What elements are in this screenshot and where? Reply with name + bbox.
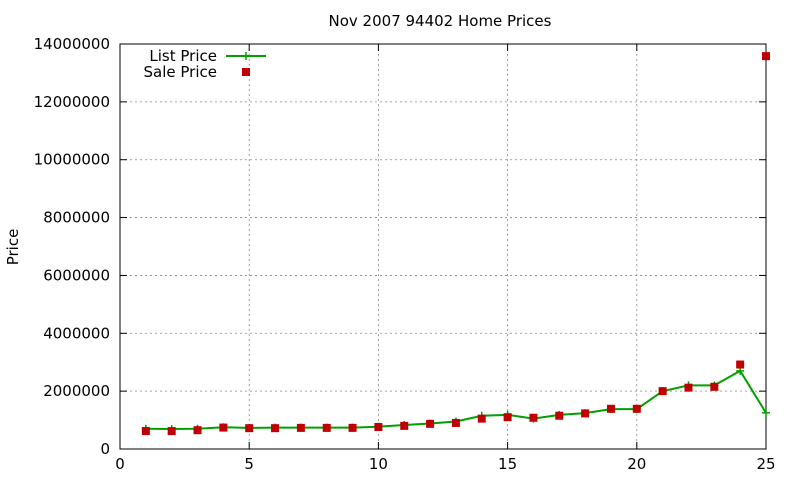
x-tick-label: 20 (627, 455, 646, 473)
sale-price-point (167, 427, 176, 436)
axis-ticks: 0 5 10 15 20 25 0 2000000 4000000 6000000 8000000 1… (34, 35, 776, 473)
list-price-point (762, 408, 770, 417)
y-tick-label: 0 (100, 440, 110, 458)
sale-price-point (606, 404, 615, 413)
x-tick-label: 0 (115, 455, 125, 473)
sale-price-point (555, 411, 564, 420)
sale-price-point (658, 387, 667, 396)
sale-price-point (426, 419, 435, 428)
y-tick-label: 8000000 (43, 209, 110, 227)
legend-marker-list-price (242, 52, 250, 60)
sale-price-point (400, 421, 409, 430)
sale-price-point (762, 52, 770, 61)
sale-price-point (736, 360, 745, 369)
x-tick-label: 5 (244, 455, 254, 473)
legend-label-list-price: List Price (149, 47, 217, 65)
sale-price-point (193, 426, 202, 435)
sale-price-point (374, 423, 383, 432)
sale-price-point (271, 424, 280, 433)
y-tick-label: 10000000 (34, 151, 110, 169)
sale-price-point (503, 413, 512, 422)
sale-price-point (219, 423, 228, 432)
y-tick-label: 14000000 (34, 35, 110, 53)
y-tick-label: 2000000 (43, 382, 110, 400)
y-axis-label: Price (4, 229, 22, 266)
x-tick-label: 25 (756, 455, 775, 473)
sale-price-point (710, 382, 719, 391)
sale-price-point (245, 424, 254, 433)
sale-price-point (581, 409, 590, 418)
sale-price-point (451, 418, 460, 427)
sale-price-point (348, 423, 357, 432)
sale-price-point (477, 414, 486, 423)
x-tick-label: 10 (369, 455, 388, 473)
y-tick-label: 12000000 (34, 93, 110, 111)
sale-price-point (684, 383, 693, 392)
legend-label-sale-price: Sale Price (144, 63, 217, 81)
y-tick-label: 4000000 (43, 324, 110, 342)
grid (120, 44, 766, 449)
sale-price-point (632, 404, 641, 413)
x-tick-label: 15 (498, 455, 517, 473)
sale-price-point (529, 413, 538, 422)
plot-frame (119, 43, 767, 450)
sale-price-point (141, 427, 150, 436)
sale-price-point (322, 423, 331, 432)
series-layer (141, 52, 770, 436)
y-tick-label: 6000000 (43, 266, 110, 284)
sale-price-point (296, 423, 305, 432)
chart-title: Nov 2007 94402 Home Prices (329, 12, 552, 30)
legend-swatch-sale-price (242, 68, 250, 76)
